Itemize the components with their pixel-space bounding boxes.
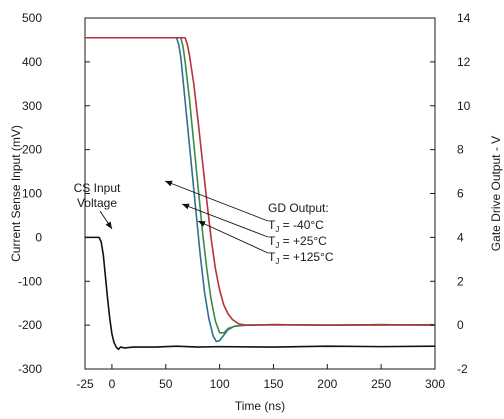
x-tick-label: 0 (109, 377, 116, 391)
annotation-layer: TJ = -40°CTJ = +25°CTJ = +125°C (99, 180, 334, 266)
y2-tick-label: 0 (457, 318, 464, 332)
x-tick-label: -25 (76, 377, 94, 391)
cs-input-voltage-line (85, 236, 436, 351)
gd-output-plus25-line (85, 36, 436, 334)
y2-tick-label: 14 (457, 11, 471, 25)
gd-minus40-arrow (164, 180, 269, 222)
gd-output-plus125-line (85, 36, 436, 326)
gd-legend-item: TJ = +125°C (268, 250, 334, 266)
y-tick-label: 500 (22, 11, 42, 25)
y2-tick-label: 6 (457, 187, 464, 201)
x-tick-label: 300 (425, 377, 445, 391)
y-axis-title: Current Sense Input (mV) (9, 125, 23, 262)
x-tick-label: 200 (317, 377, 337, 391)
x-tick-label: 50 (159, 377, 173, 391)
y-tick-label: 200 (22, 143, 42, 157)
y2-tick-label: 8 (457, 143, 464, 157)
y2-tick-label: 12 (457, 55, 471, 69)
x-tick-label: 100 (210, 377, 230, 391)
y-tick-label: 300 (22, 99, 42, 113)
y-tick-label: 0 (35, 230, 42, 244)
gd-legend-item: TJ = -40°C (268, 218, 324, 234)
gd-output-label: GD Output: (268, 201, 329, 215)
x-tick-label: 250 (371, 377, 391, 391)
gd-plus25-arrow-head (182, 203, 190, 210)
ticks-layer: -25 0 50 100 150 200 250 3005004003002001000-10… (18, 11, 471, 391)
cs-input-arrow-head (105, 221, 112, 229)
cs-input-label-line2: Voltage (77, 196, 117, 210)
gd-minus40-arrow-head (165, 180, 173, 187)
x-tick-label: 150 (263, 377, 283, 391)
y-tick-label: 100 (22, 187, 42, 201)
gd-output-minus40-line (85, 36, 436, 343)
x-axis-title: Time (ns) (235, 399, 285, 413)
y-tick-label: -300 (18, 362, 42, 376)
y-tick-label: 400 (22, 55, 42, 69)
y2-tick-label: 2 (457, 274, 464, 288)
gd-plus25-arrow (181, 203, 269, 238)
series-layer (85, 36, 436, 351)
y2-tick-label: 4 (457, 230, 464, 244)
y-tick-label: -100 (18, 274, 42, 288)
cs-input-label-line1: CS Input (74, 181, 121, 195)
gd-plus125-arrow (197, 220, 269, 254)
gd-plus125-arrow-head (198, 221, 206, 227)
plot-area-frame (84, 17, 436, 370)
y-tick-label: -200 (18, 318, 42, 332)
y2-axis-title: Gate Drive Output - V (489, 136, 503, 251)
y2-tick-label: -2 (457, 362, 468, 376)
y2-tick-label: 10 (457, 99, 471, 113)
gd-legend-item: TJ = +25°C (268, 234, 327, 250)
